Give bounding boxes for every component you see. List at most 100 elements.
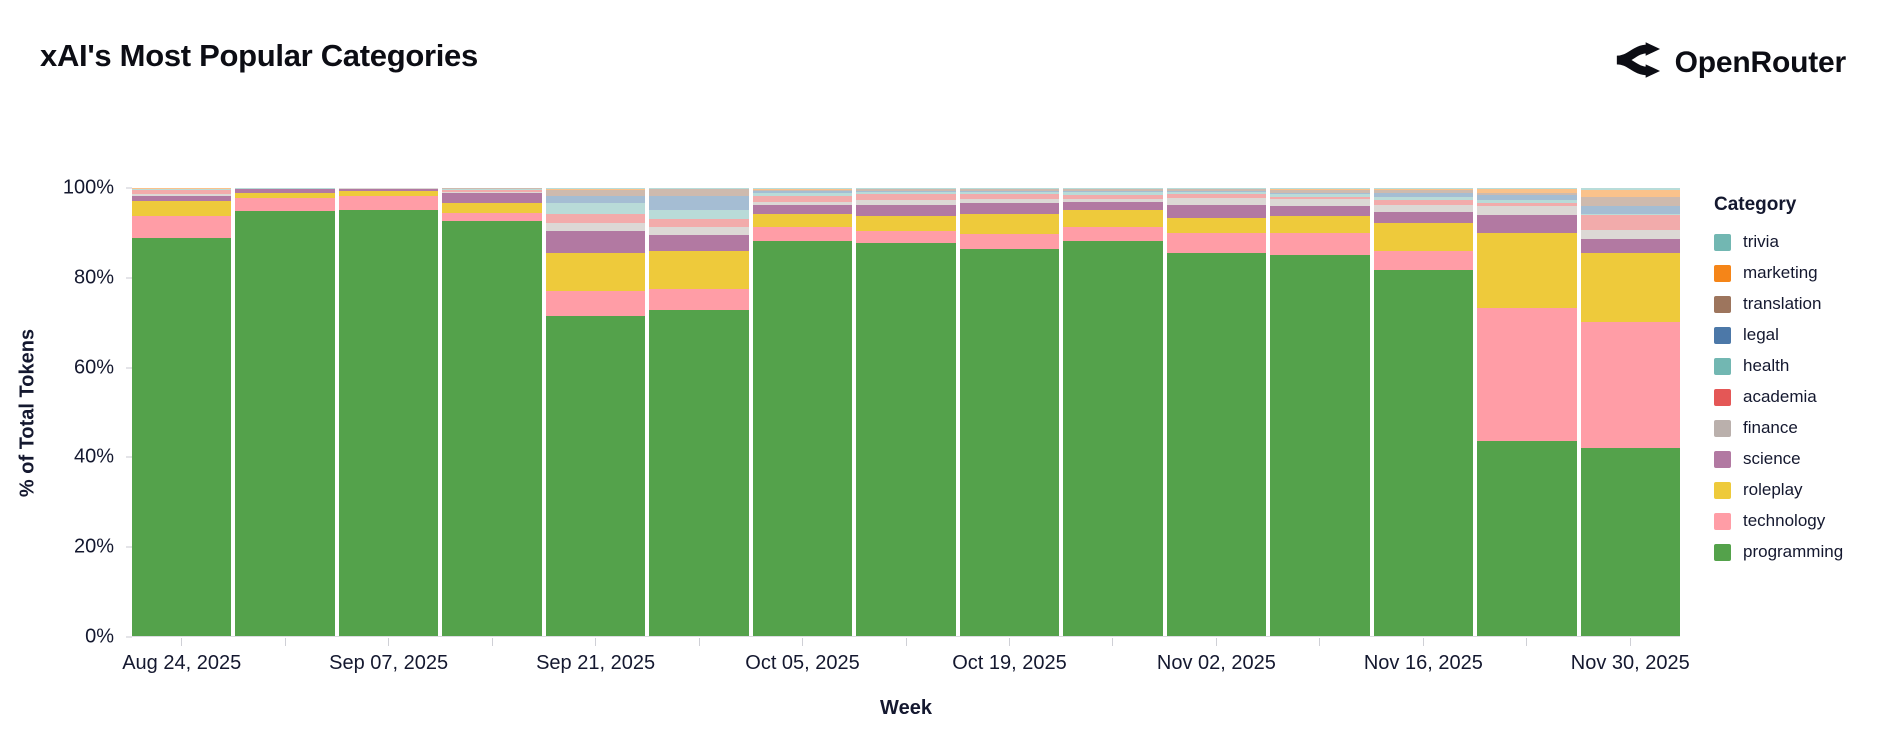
bar-segment-finance[interactable] xyxy=(545,222,646,232)
bar-segment-academia[interactable] xyxy=(959,194,1060,200)
legend-item-legal[interactable]: legal xyxy=(1714,325,1843,345)
legend-item-trivia[interactable]: trivia xyxy=(1714,232,1843,252)
bar-segment-programming[interactable] xyxy=(1063,241,1163,636)
bar-segment-science[interactable] xyxy=(442,192,542,203)
bar-segment-finance[interactable] xyxy=(752,201,853,206)
bar-segment-technology[interactable] xyxy=(752,227,853,241)
bar-segment-academia[interactable] xyxy=(132,190,232,194)
bar-segment-legal[interactable] xyxy=(959,190,1060,193)
bar-segment-legal[interactable] xyxy=(545,196,646,204)
bar-segment-health[interactable] xyxy=(649,209,749,220)
legend-item-roleplay[interactable]: roleplay xyxy=(1714,480,1843,500)
bar-segment-marketing[interactable] xyxy=(1063,188,1163,190)
bar-segment-trivia[interactable] xyxy=(1580,188,1681,190)
bar-segment-technology[interactable] xyxy=(338,196,439,210)
bar-segment-science[interactable] xyxy=(959,202,1060,215)
bar-segment-trivia[interactable] xyxy=(1270,188,1370,190)
bar-segment-finance[interactable] xyxy=(1063,199,1163,202)
bar-segment-science[interactable] xyxy=(132,195,232,202)
legend-item-finance[interactable]: finance xyxy=(1714,418,1843,438)
bar-segment-academia[interactable] xyxy=(1373,200,1474,205)
bar-segment-roleplay[interactable] xyxy=(1270,216,1370,233)
bar-segment-legal[interactable] xyxy=(1063,190,1163,193)
bar-segment-health[interactable] xyxy=(442,188,542,191)
bar-segment-marketing[interactable] xyxy=(545,188,646,191)
bar-segment-translation[interactable] xyxy=(1373,189,1474,193)
bar-segment-marketing[interactable] xyxy=(1580,189,1681,198)
bar-segment-marketing[interactable] xyxy=(856,188,956,190)
bar-segment-programming[interactable] xyxy=(752,240,853,636)
bar-segment-marketing[interactable] xyxy=(1373,188,1474,190)
bar-segment-programming[interactable] xyxy=(959,248,1060,636)
bar-segment-science[interactable] xyxy=(752,205,853,215)
bar-segment-academia[interactable] xyxy=(1166,194,1267,198)
bar-segment-academia[interactable] xyxy=(442,190,542,192)
bar-segment-technology[interactable] xyxy=(545,291,646,316)
bar-segment-science[interactable] xyxy=(338,189,439,191)
bar-segment-finance[interactable] xyxy=(649,227,749,236)
legend-item-programming[interactable]: programming xyxy=(1714,542,1843,562)
bar-segment-roleplay[interactable] xyxy=(1063,210,1163,227)
bar-segment-marketing[interactable] xyxy=(959,188,1060,190)
bar-segment-legal[interactable] xyxy=(1270,192,1370,195)
bar-segment-finance[interactable] xyxy=(1166,197,1267,205)
bar-segment-legal[interactable] xyxy=(1166,190,1267,193)
bar-segment-academia[interactable] xyxy=(856,194,956,201)
bar-segment-academia[interactable] xyxy=(1270,196,1370,200)
bar-segment-finance[interactable] xyxy=(1477,205,1577,215)
legend-item-technology[interactable]: technology xyxy=(1714,511,1843,531)
bar-segment-translation[interactable] xyxy=(752,189,853,192)
bar-segment-translation[interactable] xyxy=(1270,190,1370,193)
bar-segment-technology[interactable] xyxy=(649,288,749,311)
bar-segment-programming[interactable] xyxy=(649,310,749,636)
bar-segment-marketing[interactable] xyxy=(1477,188,1577,194)
bar-segment-programming[interactable] xyxy=(235,210,335,636)
bar-segment-trivia[interactable] xyxy=(959,188,1060,189)
bar-segment-legal[interactable] xyxy=(1373,192,1474,197)
bar-segment-trivia[interactable] xyxy=(1063,188,1163,189)
bar-segment-academia[interactable] xyxy=(752,195,853,202)
bar-segment-trivia[interactable] xyxy=(856,188,956,189)
brand[interactable]: OpenRouter xyxy=(1615,40,1846,85)
bar-segment-science[interactable] xyxy=(1166,204,1267,218)
bar-segment-health[interactable] xyxy=(1373,196,1474,201)
bar-segment-health[interactable] xyxy=(856,192,956,195)
bar-segment-roleplay[interactable] xyxy=(1166,217,1267,233)
bar-segment-marketing[interactable] xyxy=(1166,188,1267,190)
bar-segment-academia[interactable] xyxy=(545,213,646,223)
legend-item-marketing[interactable]: marketing xyxy=(1714,263,1843,283)
bar-segment-finance[interactable] xyxy=(442,191,542,193)
bar-segment-programming[interactable] xyxy=(856,242,956,636)
bar-segment-roleplay[interactable] xyxy=(649,250,749,289)
bar-segment-finance[interactable] xyxy=(132,193,232,196)
bar-segment-academia[interactable] xyxy=(1477,202,1577,206)
bar-segment-technology[interactable] xyxy=(132,216,232,238)
bar-segment-health[interactable] xyxy=(1063,192,1163,195)
bar-segment-programming[interactable] xyxy=(442,221,542,636)
bar-segment-health[interactable] xyxy=(1166,192,1267,195)
bar-segment-programming[interactable] xyxy=(545,315,646,636)
bar-segment-marketing[interactable] xyxy=(1270,189,1370,191)
bar-segment-science[interactable] xyxy=(1373,211,1474,223)
bar-segment-health[interactable] xyxy=(1580,213,1681,216)
bar-segment-technology[interactable] xyxy=(1373,250,1474,270)
bar-segment-science[interactable] xyxy=(1580,238,1681,253)
bar-segment-finance[interactable] xyxy=(1270,199,1370,207)
legend-item-translation[interactable]: translation xyxy=(1714,294,1843,314)
bar-segment-roleplay[interactable] xyxy=(338,190,439,197)
bar-segment-technology[interactable] xyxy=(1063,226,1163,242)
bar-segment-technology[interactable] xyxy=(1477,308,1577,441)
bar-segment-finance[interactable] xyxy=(856,200,956,205)
bar-segment-legal[interactable] xyxy=(752,191,853,193)
bar-segment-translation[interactable] xyxy=(649,189,749,197)
bar-segment-trivia[interactable] xyxy=(1477,188,1577,189)
bar-segment-health[interactable] xyxy=(1270,194,1370,197)
bar-segment-roleplay[interactable] xyxy=(132,201,232,217)
legend-item-academia[interactable]: academia xyxy=(1714,387,1843,407)
bar-segment-translation[interactable] xyxy=(1580,197,1681,206)
bar-segment-technology[interactable] xyxy=(1166,232,1267,254)
bar-segment-programming[interactable] xyxy=(1270,254,1370,636)
bar-segment-roleplay[interactable] xyxy=(545,252,646,292)
bar-segment-marketing[interactable] xyxy=(752,188,853,190)
bar-segment-technology[interactable] xyxy=(1270,232,1370,255)
